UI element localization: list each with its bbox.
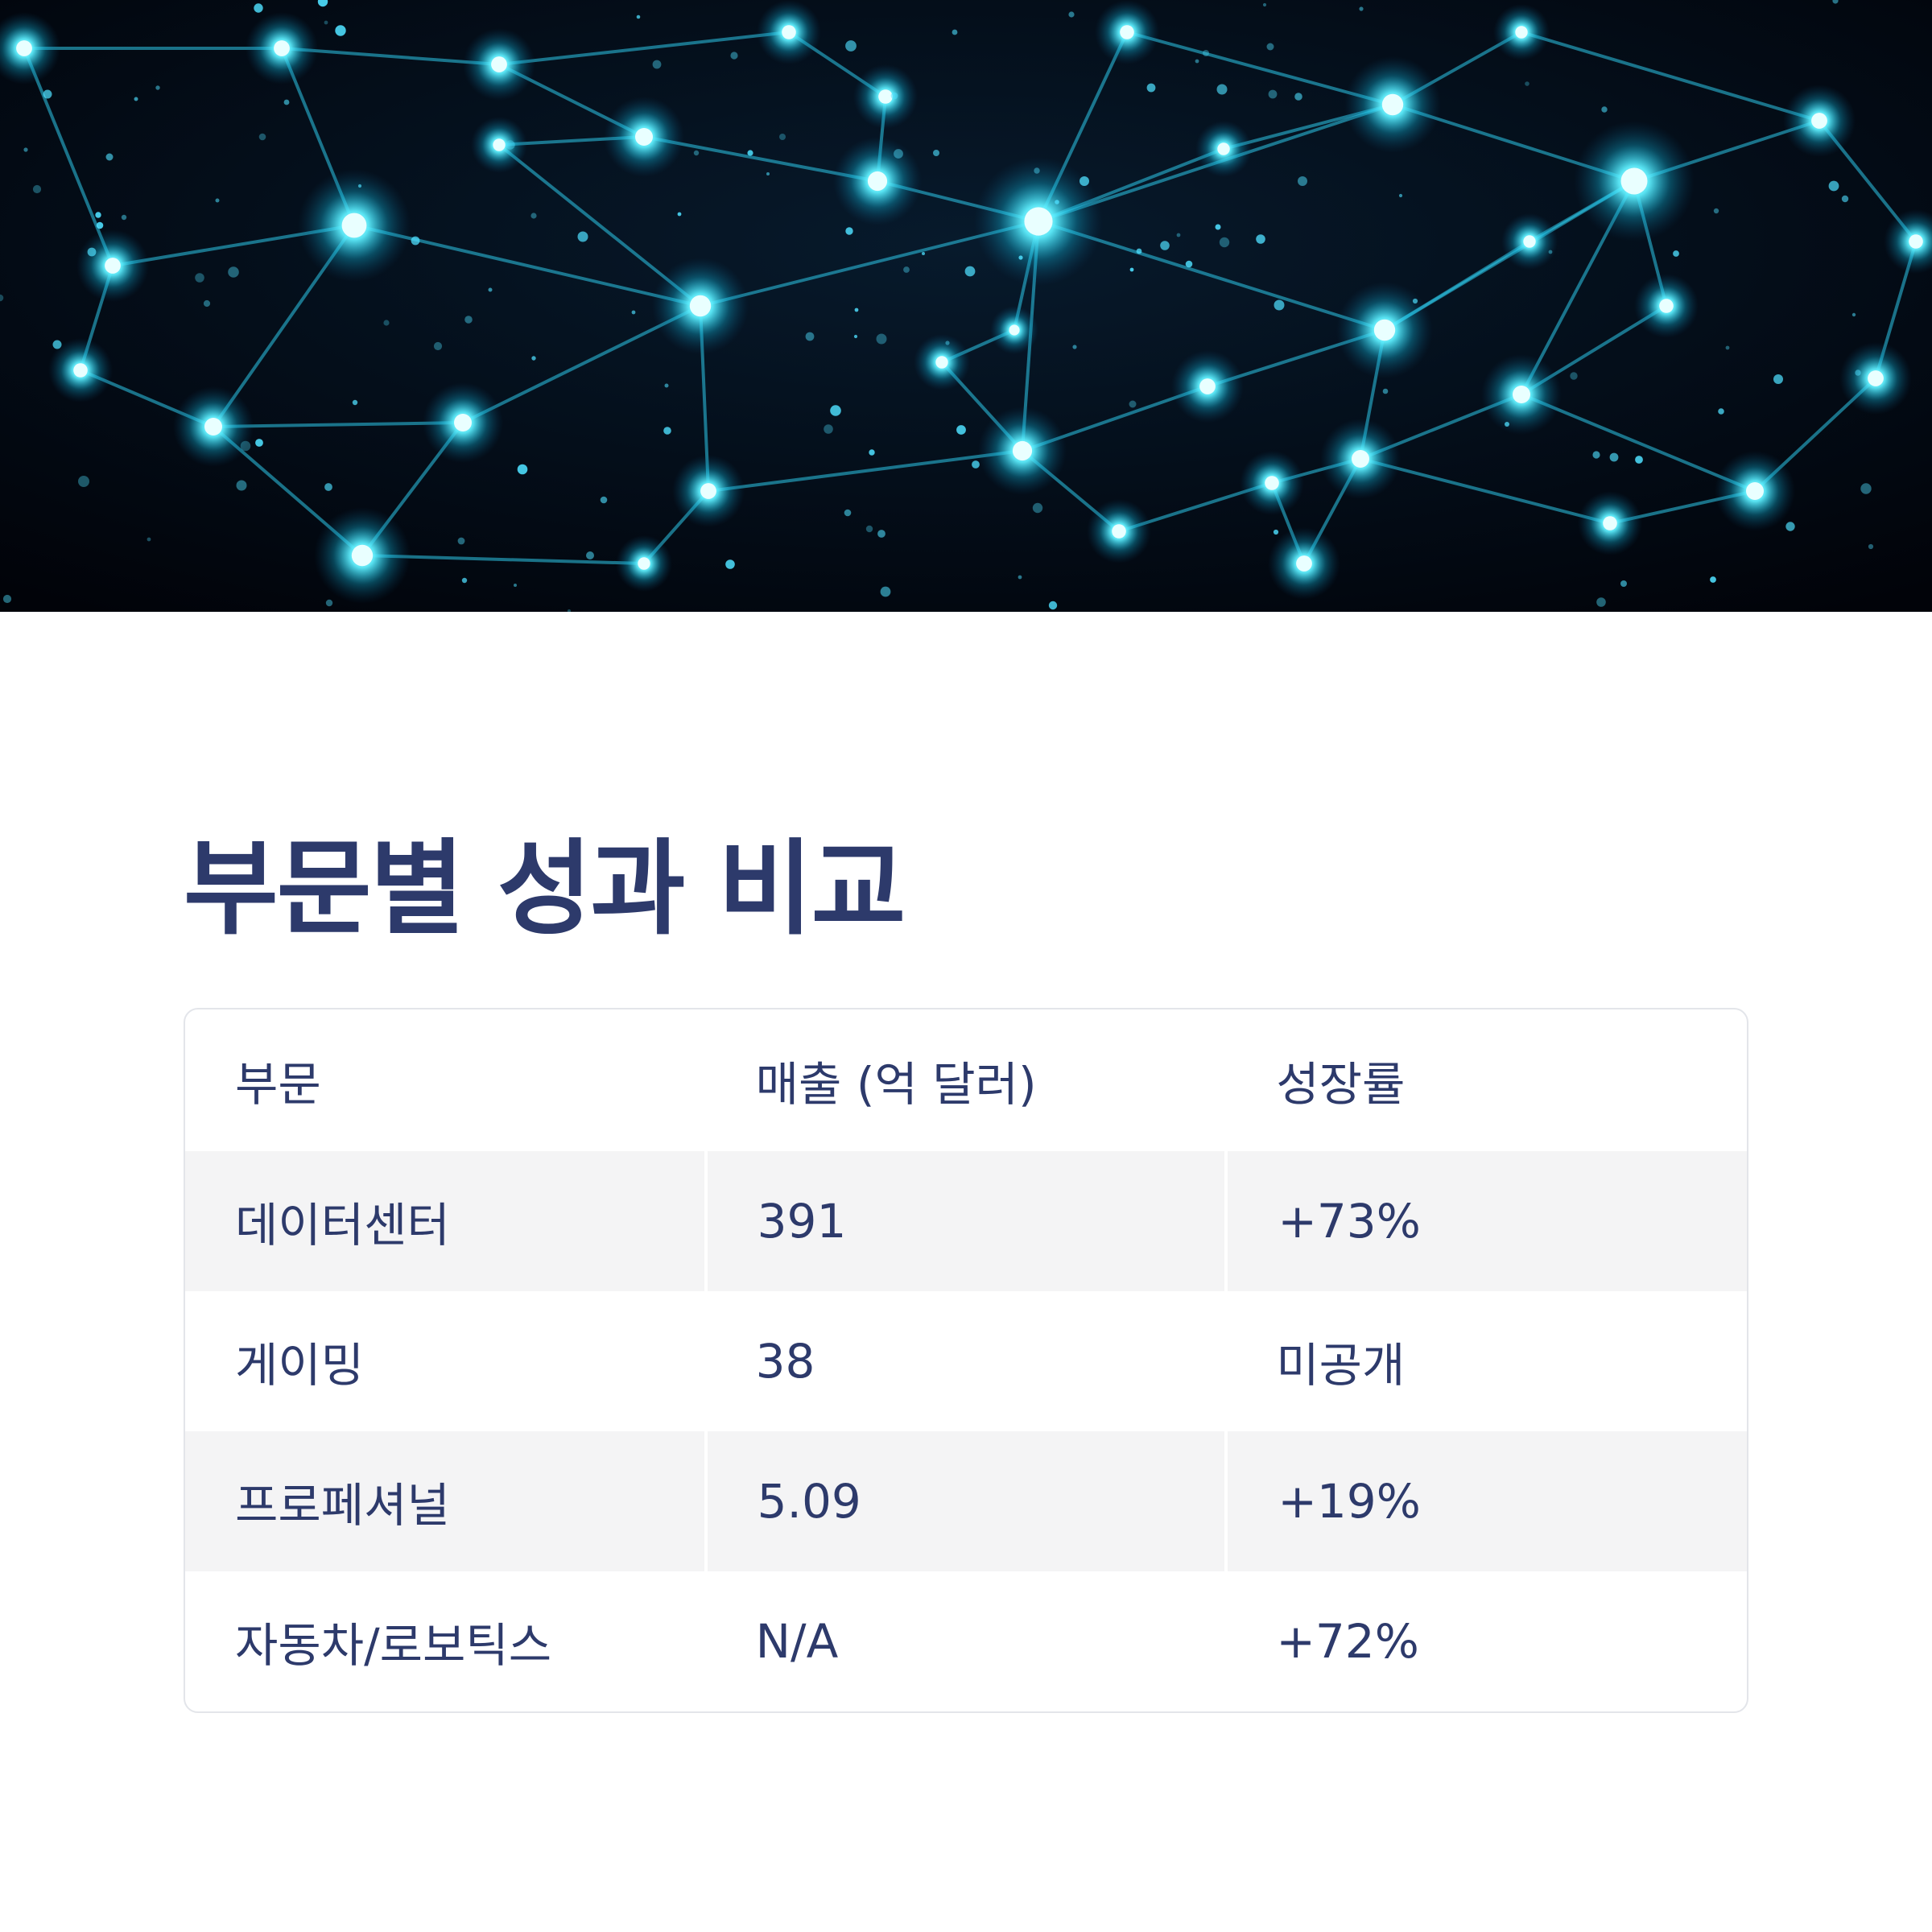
- cell-revenue: 391: [704, 1151, 1227, 1291]
- page-title: 부문별 성과 비교: [184, 829, 906, 949]
- cell-revenue: N/A: [755, 1614, 839, 1669]
- cell-revenue: 5.09: [704, 1431, 1227, 1571]
- neural-network-image: [0, 0, 1932, 612]
- segment-table-card: 부문 매출 (억 달러) 성장률 데이터센터 391 +73% 게이밍 38 미…: [184, 1008, 1748, 1713]
- segment-performance-table: 부문 매출 (억 달러) 성장률 데이터센터 391 +73% 게이밍 38 미…: [185, 1009, 1747, 1711]
- cell-segment: 데이터센터: [185, 1151, 706, 1291]
- header-revenue: 매출 (억 달러): [755, 1057, 1037, 1112]
- cell-segment: 게이밍: [235, 1338, 365, 1393]
- table-row: 데이터센터 391 +73%: [185, 1151, 1747, 1291]
- table-row: 프로페셔널 5.09 +19%: [185, 1431, 1747, 1571]
- hero-banner: [0, 0, 1932, 612]
- cell-growth: +19%: [1224, 1431, 1747, 1571]
- cell-growth: 미공개: [1276, 1338, 1406, 1393]
- cell-growth: +73%: [1224, 1151, 1747, 1291]
- table-row: 자동차/로보틱스 N/A +72%: [185, 1571, 1747, 1711]
- header-segment: 부문: [235, 1057, 321, 1112]
- table-header-row: 부문 매출 (억 달러) 성장률: [185, 1009, 1747, 1151]
- cell-revenue: 38: [755, 1334, 815, 1389]
- cell-segment: 자동차/로보틱스: [235, 1618, 552, 1673]
- cell-growth: +72%: [1276, 1614, 1419, 1669]
- header-growth: 성장률: [1276, 1057, 1406, 1112]
- table-row: 게이밍 38 미공개: [185, 1291, 1747, 1431]
- cell-segment: 프로페셔널: [185, 1431, 706, 1571]
